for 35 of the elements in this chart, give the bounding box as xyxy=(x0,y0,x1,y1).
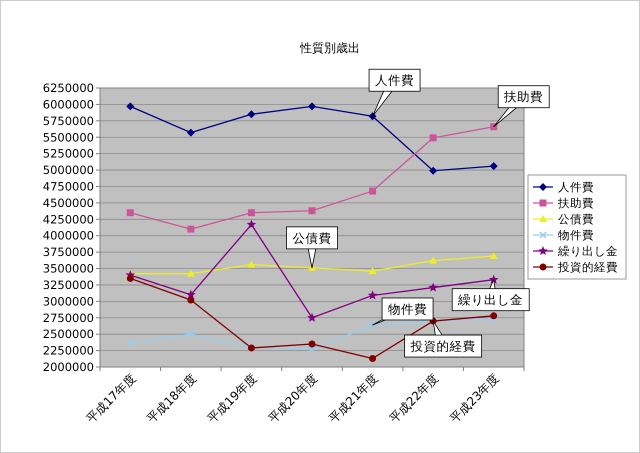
y-tick-label: 3750000 xyxy=(42,245,94,260)
annotation: 公債費 xyxy=(292,230,332,246)
x-tick-label: 平成21年度 xyxy=(326,371,381,426)
legend-label: 投資的経費 xyxy=(557,260,618,274)
legend-label: 扶助費 xyxy=(557,196,594,210)
legend-label: 公債費 xyxy=(558,212,594,226)
y-tick-label: 5000000 xyxy=(42,163,94,178)
x-tick-label: 平成20年度 xyxy=(265,371,320,426)
annotation: 扶助費 xyxy=(503,89,544,104)
y-tick-label: 3500000 xyxy=(42,262,94,276)
y-tick-label: 2500000 xyxy=(42,327,94,342)
y-tick-label: 3000000 xyxy=(42,294,94,308)
x-tick-label: 平成23年度 xyxy=(447,371,502,426)
x-tick-label: 平成19年度 xyxy=(204,371,260,426)
y-tick-label: 6250000 xyxy=(42,81,94,96)
y-tick-label: 4250000 xyxy=(42,212,94,226)
y-tick-label: 2250000 xyxy=(42,344,94,358)
y-tick-label: 4000000 xyxy=(42,228,94,243)
y-tick-label: 5750000 xyxy=(42,114,94,128)
annotation: 繰り出し金 xyxy=(457,292,524,308)
y-tick-label: 3250000 xyxy=(42,278,94,292)
y-tick-label: 5500000 xyxy=(42,130,94,144)
y-tick-label: 5250000 xyxy=(42,146,94,161)
annotation: 人件費 xyxy=(375,72,414,88)
chart-title: 性質別歳出 xyxy=(299,41,360,55)
y-tick-label: 4750000 xyxy=(42,179,94,194)
legend-label: 繰り出し金 xyxy=(557,244,618,258)
y-tick-label: 2750000 xyxy=(42,310,94,325)
annotation: 投資的経費 xyxy=(410,338,476,354)
y-tick-label: 6000000 xyxy=(42,97,94,112)
x-tick-label: 平成22年度 xyxy=(386,371,442,426)
x-tick-label: 平成18年度 xyxy=(144,371,199,426)
legend-label: 人件費 xyxy=(558,180,594,194)
legend-label: 物件費 xyxy=(558,228,594,242)
y-tick-label: 4500000 xyxy=(42,196,94,210)
